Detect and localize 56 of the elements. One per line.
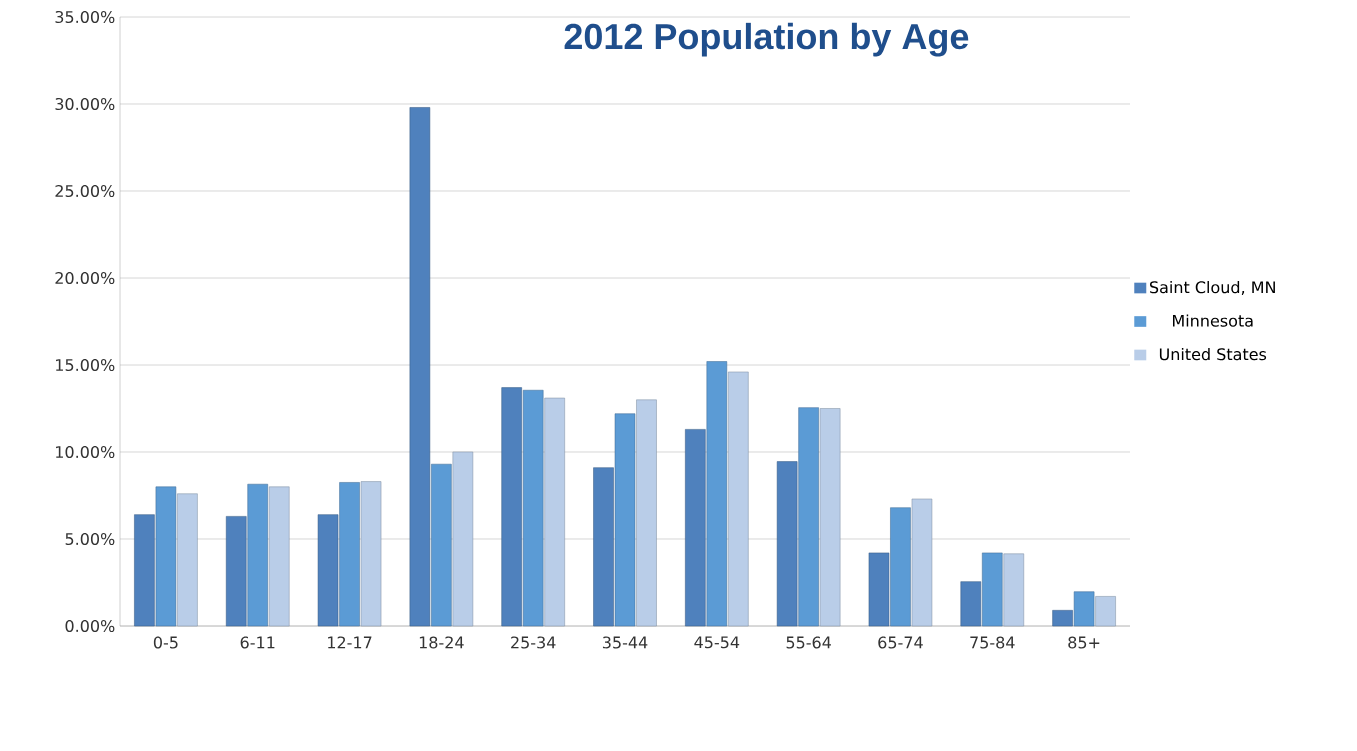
bar bbox=[819, 408, 841, 627]
bar bbox=[593, 467, 614, 627]
chart-title: 2012 Population by Age bbox=[564, 22, 969, 57]
y-tick-label: 30.00% bbox=[55, 97, 115, 111]
bar bbox=[544, 397, 565, 627]
bar bbox=[501, 387, 522, 627]
bar bbox=[776, 461, 798, 627]
bar bbox=[868, 552, 890, 627]
bar bbox=[134, 514, 155, 627]
x-tick-label: 35-44 bbox=[602, 636, 648, 649]
bar bbox=[317, 514, 339, 627]
bar bbox=[1052, 610, 1073, 627]
y-tick-label: 35.00% bbox=[55, 10, 115, 24]
x-tick-label: 85+ bbox=[1068, 636, 1100, 649]
bar bbox=[1095, 596, 1116, 627]
y-tick-label: 10.00% bbox=[56, 445, 115, 459]
bar bbox=[452, 451, 474, 627]
y-tick-label: 0.00% bbox=[65, 619, 115, 633]
x-tick-label: 55-64 bbox=[786, 636, 831, 649]
bar bbox=[890, 507, 911, 627]
y-tick-label: 5.00% bbox=[65, 532, 115, 546]
y-tick-label: 20.00% bbox=[55, 271, 115, 285]
bar bbox=[706, 361, 728, 627]
bar bbox=[614, 413, 636, 627]
bar bbox=[339, 482, 360, 627]
bar bbox=[636, 399, 657, 627]
x-tick-label: 65-74 bbox=[878, 636, 923, 649]
bar bbox=[431, 463, 452, 627]
bar bbox=[522, 389, 544, 627]
x-tick-label: 25-34 bbox=[511, 636, 556, 649]
x-tick-label: 12-17 bbox=[328, 636, 372, 649]
x-tick-label: 45-54 bbox=[694, 636, 740, 649]
x-tick-label: 6-11 bbox=[240, 636, 275, 649]
bar bbox=[1073, 591, 1095, 627]
x-tick-label: 75-84 bbox=[970, 636, 1015, 649]
bar bbox=[1003, 553, 1025, 627]
bar bbox=[728, 371, 749, 627]
bar bbox=[798, 407, 819, 627]
bar bbox=[409, 107, 431, 627]
y-tick-label: 15.00% bbox=[56, 358, 115, 372]
legend-label: United States bbox=[1159, 347, 1267, 361]
bar bbox=[982, 552, 1003, 627]
bar bbox=[960, 581, 982, 627]
bar bbox=[177, 493, 198, 627]
bar bbox=[225, 516, 247, 627]
legend-label: Saint Cloud, MN bbox=[1149, 280, 1275, 295]
bar bbox=[911, 498, 933, 627]
x-tick-label: 0-5 bbox=[153, 636, 178, 649]
bar bbox=[685, 429, 706, 627]
y-tick-label: 25.00% bbox=[55, 184, 115, 198]
bar bbox=[268, 486, 290, 627]
legend-label: Minnesota bbox=[1173, 314, 1253, 327]
x-tick-label: 18-24 bbox=[419, 636, 464, 649]
bar bbox=[155, 486, 177, 627]
bar bbox=[360, 481, 382, 627]
bar bbox=[247, 483, 268, 627]
